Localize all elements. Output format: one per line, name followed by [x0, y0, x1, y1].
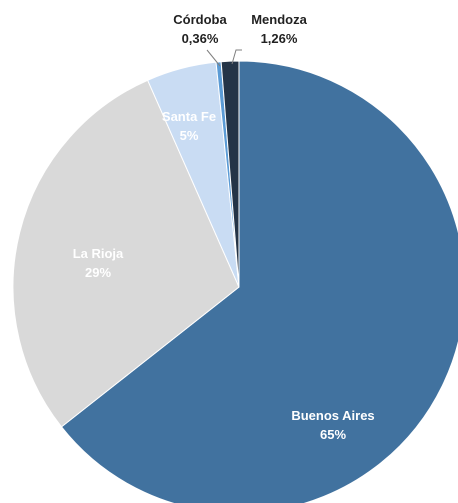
leader-line — [231, 49, 242, 65]
slice-label-name: Mendoza — [251, 12, 307, 27]
pie-slice-mendoza — [220, 60, 240, 288]
slice-label-name: Córdoba — [173, 12, 227, 27]
slice-label-name: Santa Fe — [162, 109, 216, 124]
slice-label-value: 29% — [85, 265, 111, 280]
slice-label-value: 0,36% — [182, 31, 219, 46]
leader-line — [206, 49, 221, 67]
pie-slices — [12, 60, 458, 503]
leader-lines — [206, 49, 242, 67]
slice-label-name: Buenos Aires — [291, 408, 374, 423]
pie-slice-la-rioja — [12, 79, 240, 428]
slice-label-value: 5% — [180, 128, 199, 143]
slice-labels: Buenos Aires 65% La Rioja 29% Santa Fe 5% Córd… — [73, 12, 375, 442]
slice-label-value: 1,26% — [261, 31, 298, 46]
slice-label-name: La Rioja — [73, 246, 124, 261]
slice-label-value: 65% — [320, 427, 346, 442]
